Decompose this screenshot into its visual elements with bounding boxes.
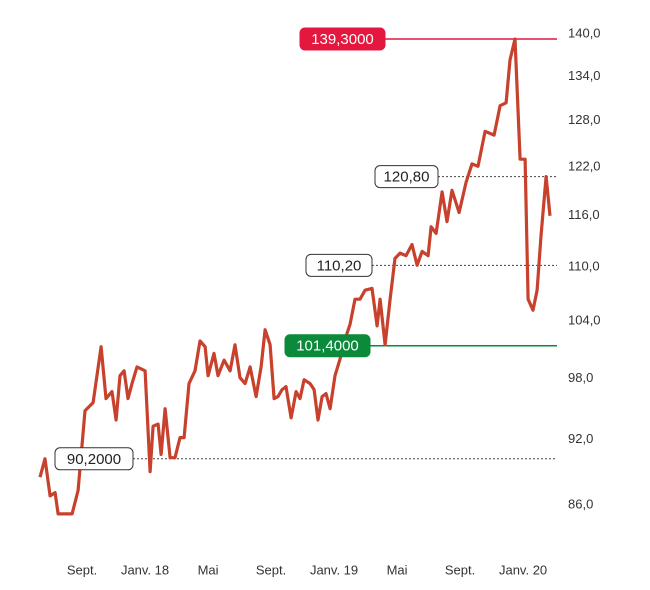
x-tick-label: Janv. 20 [499, 562, 547, 577]
y-tick-label: 104,0 [568, 313, 601, 328]
x-tick-label: Sept. [256, 562, 286, 577]
annotation-box [374, 165, 439, 189]
annotation-label: 139,3000 [311, 31, 374, 48]
y-tick-label: 122,0 [568, 159, 601, 174]
y-tick-label: 98,0 [568, 370, 593, 385]
y-tick-label: 110,0 [568, 259, 600, 274]
annotation-label: 120,80 [384, 169, 430, 186]
annotations [133, 38, 557, 460]
annotation-label: 110,20 [317, 257, 362, 274]
annotation-labels: 139,3000 120,80 110,20 101,4000 90,2000 [54, 27, 439, 471]
x-tick-label: Mai [198, 562, 219, 577]
x-tick-label: Janv. 18 [121, 562, 169, 577]
x-tick-label: Sept. [445, 562, 475, 577]
annotation-box [299, 27, 386, 51]
annotation-box [284, 334, 371, 358]
annotation-label: 90,2000 [67, 451, 121, 468]
y-tick-label: 116,0 [568, 207, 600, 222]
price-line [38, 37, 552, 516]
annotation-label: 101,4000 [296, 338, 359, 355]
annotation-box [54, 447, 134, 471]
y-tick-label: 134,0 [568, 68, 601, 83]
y-tick-label: 92,0 [568, 431, 593, 446]
annotation-box [305, 253, 373, 277]
x-tick-label: Janv. 19 [310, 562, 358, 577]
x-tick-label: Mai [387, 562, 408, 577]
y-tick-label: 128,0 [568, 112, 601, 127]
x-tick-label: Sept. [67, 562, 97, 577]
y-tick-label: 140,0 [568, 26, 601, 41]
y-tick-label: 86,0 [568, 496, 593, 511]
